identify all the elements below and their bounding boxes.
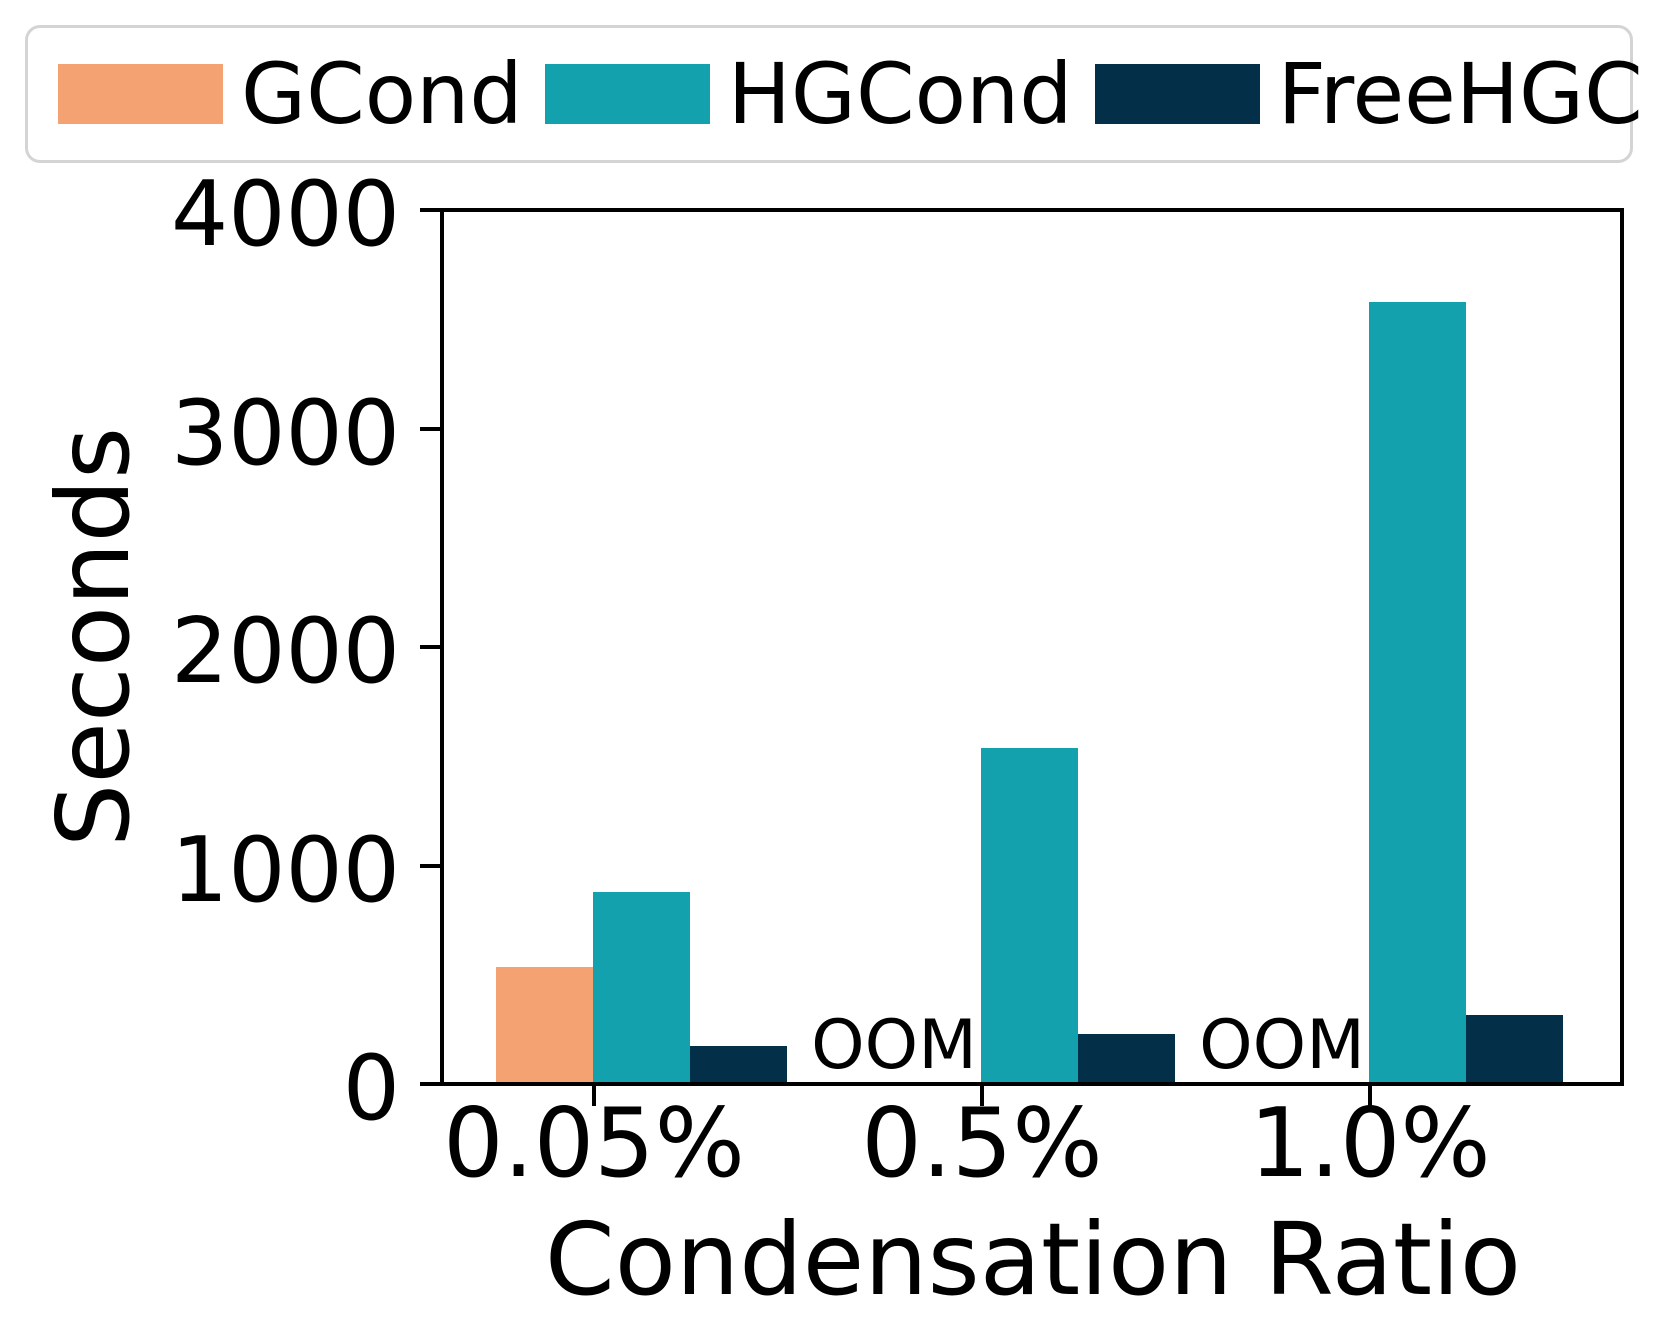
bar-hgcond-0.5% <box>981 748 1078 1084</box>
x-tick-label: 1.0% <box>1249 1089 1491 1199</box>
legend-item-freehgc: FreeHGC <box>1094 45 1643 143</box>
y-tick-mark <box>420 645 442 649</box>
y-tick-mark <box>420 427 442 431</box>
legend-label: GCond <box>241 45 523 143</box>
legend-swatch-hgcond <box>544 64 710 124</box>
legend: GCond HGCond FreeHGC <box>25 25 1643 163</box>
legend-item-gcond: GCond <box>58 52 523 136</box>
legend-label: FreeHGC <box>1277 45 1643 143</box>
oom-annotation: OOM <box>811 1006 977 1085</box>
y-tick-label: 2000 <box>170 599 400 704</box>
bar-freehgc-0.5% <box>1078 1034 1175 1084</box>
oom-annotation: OOM <box>1199 1006 1365 1085</box>
bar-hgcond-0.05% <box>593 892 690 1084</box>
x-tick-mark <box>1368 1084 1372 1106</box>
bar-freehgc-0.05% <box>690 1046 787 1084</box>
x-tick-label: 0.5% <box>861 1089 1103 1199</box>
x-tick-label: 0.05% <box>443 1089 745 1199</box>
y-tick-mark <box>420 864 442 868</box>
x-tick-mark <box>592 1084 596 1106</box>
y-tick-mark <box>420 208 442 212</box>
y-tick-label: 3000 <box>170 381 400 486</box>
legend-swatch-gcond <box>58 64 223 124</box>
y-tick-label: 0 <box>342 1036 400 1141</box>
bar-gcond-0.05% <box>496 967 593 1084</box>
y-tick-label: 1000 <box>170 818 400 923</box>
x-axis-label: Condensation Ratio <box>544 1201 1522 1318</box>
y-tick-mark <box>420 1082 442 1086</box>
bar-freehgc-1.0% <box>1466 1015 1563 1084</box>
legend-item-hgcond: HGCond <box>544 45 1073 143</box>
x-tick-mark <box>980 1084 984 1106</box>
legend-swatch-freehgc <box>1094 64 1260 124</box>
legend-label: HGCond <box>727 45 1073 143</box>
bar-hgcond-1.0% <box>1369 302 1466 1084</box>
y-tick-label: 4000 <box>170 162 400 267</box>
